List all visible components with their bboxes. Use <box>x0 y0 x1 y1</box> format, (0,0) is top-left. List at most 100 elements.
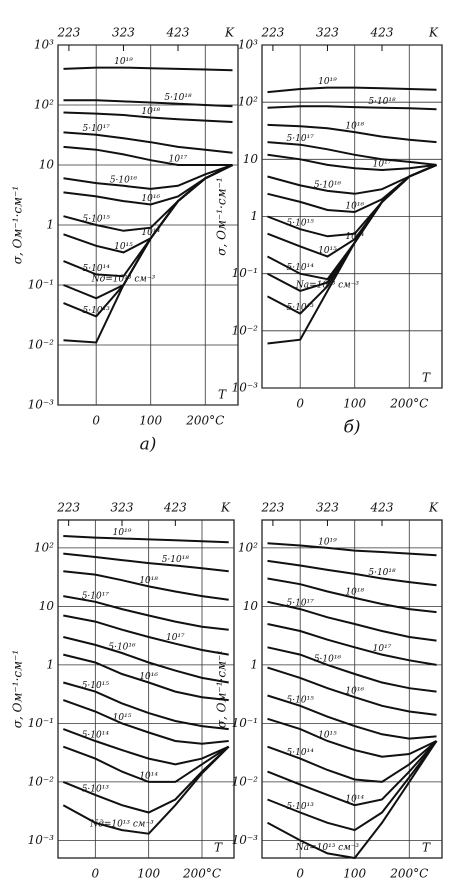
curve-label: 5·10¹³ <box>83 306 111 316</box>
curve <box>267 86 437 94</box>
curve-label: 5·10¹⁴ <box>82 731 110 741</box>
y-tick-label: 10⁻³ <box>28 398 55 412</box>
y-axis-label: σ, Ом⁻¹·см⁻¹ <box>215 177 229 255</box>
x-tick-label: 0 <box>296 867 304 881</box>
y-axis-label: σ, Ом⁻¹·см⁻¹ <box>11 186 25 264</box>
curve <box>267 740 438 783</box>
curve <box>267 105 437 111</box>
curve <box>267 153 437 172</box>
x-tick-label: 100 <box>137 867 160 881</box>
x-axis-label: T <box>218 388 227 402</box>
y-tick-label: 10² <box>34 98 54 112</box>
y-tick-label: 10³ <box>238 38 258 52</box>
curve-label: Nд=10¹³ см⁻³ <box>91 275 156 285</box>
curve <box>63 66 233 72</box>
curve-label: 5·10¹⁶ <box>314 180 342 190</box>
y-tick-label: 10 <box>39 158 55 172</box>
curve <box>62 728 230 766</box>
curve <box>63 653 229 702</box>
y-tick-label: 10 <box>243 599 259 613</box>
x-axis-label: T <box>422 841 431 855</box>
x-tick-label: 100 <box>343 397 366 411</box>
curve <box>62 745 230 835</box>
curve-label: 5·10¹⁶ <box>314 654 342 664</box>
curve-label: 10¹⁵ <box>318 246 337 256</box>
y-tick-label: 10⁻¹ <box>28 278 54 292</box>
x2-tick-label: 423 <box>370 26 394 40</box>
curve <box>63 595 229 631</box>
x-axis-label: T <box>422 371 431 385</box>
curve-label: 10¹⁷ <box>166 633 185 643</box>
curve-label: 10¹⁶ <box>139 672 158 682</box>
x-axis-label: T <box>214 841 223 855</box>
curve-label: 5·10¹⁶ <box>108 642 136 652</box>
x-tick-label: 0 <box>92 414 100 428</box>
curve <box>267 646 437 693</box>
curve <box>267 559 437 587</box>
curve-label: 5·10¹⁷ <box>287 134 315 144</box>
x2-tick-label: 423 <box>163 501 187 515</box>
x2-axis-label: K <box>428 26 439 40</box>
y-tick-label: 10⁻¹ <box>232 716 258 730</box>
y-axis-label: σ, Ом⁻¹·см⁻¹ <box>11 650 25 728</box>
x2-tick-label: 223 <box>56 26 80 40</box>
x2-tick-label: 223 <box>56 501 80 515</box>
curve-label: 5·10¹⁵ <box>287 695 315 705</box>
curve-label: 5·10¹⁵ <box>83 215 111 225</box>
y-tick-label: 10⁻¹ <box>28 716 54 730</box>
curve <box>63 99 233 108</box>
x-tick-label: 200°C <box>185 414 224 428</box>
y-tick-label: 10⁻² <box>232 323 259 337</box>
curve <box>267 141 437 166</box>
curve-label: 5·10¹³ <box>287 802 315 812</box>
curve <box>62 745 230 783</box>
curve <box>267 600 437 642</box>
y-tick-label: 10⁻² <box>28 774 55 788</box>
curve <box>267 123 437 144</box>
curve <box>267 694 437 740</box>
curve-label: 10¹⁵ <box>114 242 133 252</box>
curve-label: 10¹⁴ <box>139 771 158 781</box>
y-tick-label: 10⁻² <box>28 338 55 352</box>
curve-label: 10¹⁷ <box>373 160 392 170</box>
curve <box>63 552 229 573</box>
curve <box>267 666 437 716</box>
curve-label: 10¹⁹ <box>114 57 133 67</box>
curve-label: 10¹⁷ <box>373 644 392 654</box>
x2-axis-label: K <box>220 501 231 515</box>
curve-label: 10¹⁴ <box>345 795 364 805</box>
y-axis-label: σ, Ом⁻¹·см⁻¹ <box>215 650 229 728</box>
curve-label: 10¹⁸ <box>141 107 160 117</box>
x2-tick-label: 323 <box>316 501 339 515</box>
y-tick-label: 10 <box>39 599 55 613</box>
curve <box>267 623 437 666</box>
curve-label: 5·10¹⁵ <box>82 681 110 691</box>
curve <box>63 164 233 190</box>
y-tick-label: 10⁻³ <box>28 833 55 847</box>
x2-tick-label: 423 <box>166 26 190 40</box>
curve-label: 5·10¹⁴ <box>83 264 111 274</box>
curve-label: 5·10¹³ <box>287 303 315 313</box>
curve-label: 10¹⁵ <box>113 713 132 723</box>
curve-label: Nд=10¹³ см⁻³ <box>89 820 154 830</box>
curve <box>267 163 437 345</box>
curve-label: Nа=10¹³ см⁻³ <box>295 843 360 853</box>
x-tick-label: 200°C <box>182 867 221 881</box>
curve <box>267 740 438 807</box>
curve-label: 10¹⁷ <box>169 155 188 165</box>
curve <box>63 614 229 656</box>
curve-label: 5·10¹⁵ <box>287 219 315 229</box>
x2-tick-label: 223 <box>260 501 284 515</box>
panel-label: б) <box>343 418 360 438</box>
curve-label: 10¹⁴ <box>345 232 364 242</box>
curve <box>62 745 230 814</box>
x2-tick-label: 223 <box>260 26 284 40</box>
curve <box>63 535 229 544</box>
x2-tick-label: 323 <box>112 26 135 40</box>
y-tick-label: 1 <box>46 657 54 671</box>
x-tick-label: 100 <box>139 414 162 428</box>
curve <box>267 740 438 832</box>
curve <box>63 145 233 166</box>
curve-label: 10¹⁶ <box>345 201 364 211</box>
